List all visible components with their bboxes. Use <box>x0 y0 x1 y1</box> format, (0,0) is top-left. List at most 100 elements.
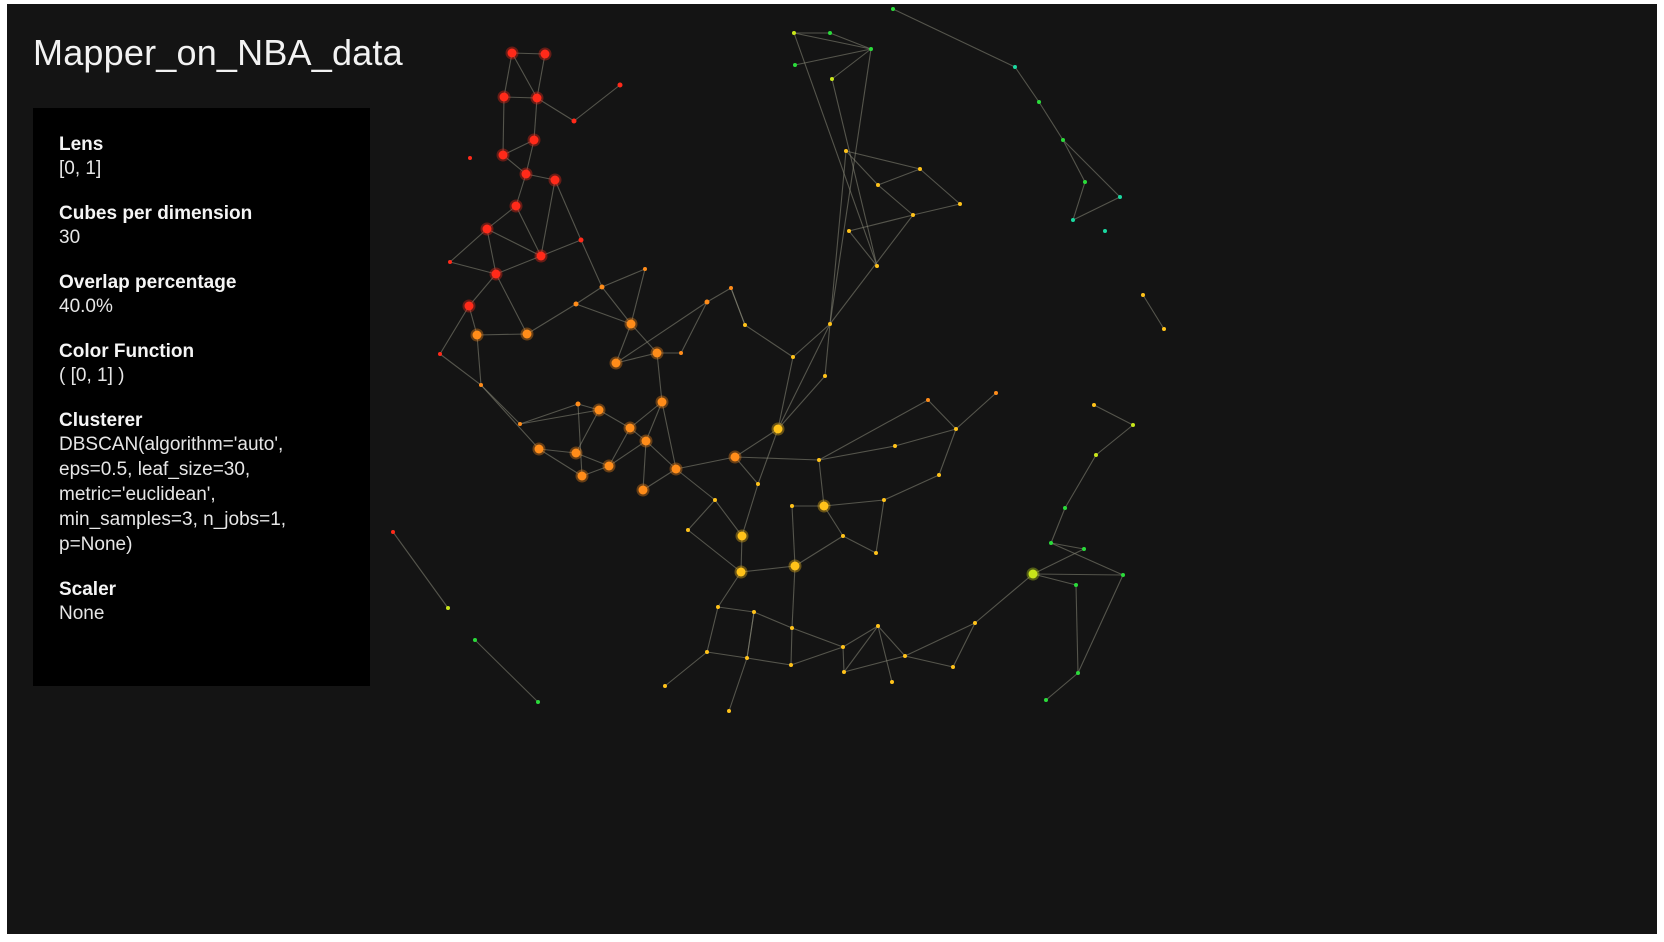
graph-node[interactable] <box>573 301 579 307</box>
graph-node[interactable] <box>1061 138 1065 142</box>
graph-node[interactable] <box>1082 547 1086 551</box>
graph-node[interactable] <box>1121 573 1125 577</box>
graph-node[interactable] <box>756 482 760 486</box>
graph-node[interactable] <box>823 374 827 378</box>
graph-node[interactable] <box>468 156 472 160</box>
graph-node[interactable] <box>789 663 793 667</box>
graph-node[interactable] <box>1063 506 1067 510</box>
graph-node[interactable] <box>548 173 562 187</box>
graph-node[interactable] <box>847 229 851 233</box>
graph-node[interactable] <box>891 7 895 11</box>
mapper-graph[interactable] <box>7 4 1657 934</box>
graph-node[interactable] <box>571 118 577 124</box>
graph-node[interactable] <box>480 222 494 236</box>
graph-node[interactable] <box>876 624 880 628</box>
graph-node[interactable] <box>716 605 720 609</box>
graph-node[interactable] <box>534 249 548 263</box>
graph-node[interactable] <box>793 63 797 67</box>
graph-node[interactable] <box>1118 195 1122 199</box>
graph-node[interactable] <box>575 401 581 407</box>
graph-node[interactable] <box>743 323 747 327</box>
graph-node[interactable] <box>911 213 915 217</box>
graph-node[interactable] <box>951 665 955 669</box>
graph-node[interactable] <box>1013 65 1017 69</box>
graph-node[interactable] <box>704 299 710 305</box>
graph-node[interactable] <box>569 446 583 460</box>
graph-node[interactable] <box>505 46 519 60</box>
graph-node[interactable] <box>727 709 731 713</box>
graph-node[interactable] <box>446 606 450 610</box>
graph-node[interactable] <box>790 504 794 508</box>
graph-node[interactable] <box>1131 423 1135 427</box>
graph-node[interactable] <box>869 47 873 51</box>
graph-node[interactable] <box>788 559 802 573</box>
graph-node[interactable] <box>1074 583 1078 587</box>
graph-node[interactable] <box>828 322 832 326</box>
graph-node[interactable] <box>1083 180 1087 184</box>
graph-node[interactable] <box>1044 698 1048 702</box>
graph-node[interactable] <box>639 434 653 448</box>
graph-node[interactable] <box>792 31 796 35</box>
graph-node[interactable] <box>713 498 717 502</box>
graph-node[interactable] <box>448 260 452 264</box>
graph-node[interactable] <box>903 654 907 658</box>
graph-node[interactable] <box>496 148 510 162</box>
graph-node[interactable] <box>1103 229 1107 233</box>
mapper-canvas[interactable]: Mapper_on_NBA_data Lens [0, 1] Cubes per… <box>7 4 1657 934</box>
graph-node[interactable] <box>599 284 605 290</box>
graph-node[interactable] <box>1026 567 1040 581</box>
graph-node[interactable] <box>527 133 541 147</box>
graph-node[interactable] <box>438 352 442 356</box>
graph-node[interactable] <box>752 610 756 614</box>
graph-node[interactable] <box>705 650 709 654</box>
graph-node[interactable] <box>790 626 794 630</box>
graph-node[interactable] <box>841 534 845 538</box>
graph-node[interactable] <box>844 149 848 153</box>
graph-node[interactable] <box>520 327 534 341</box>
graph-node[interactable] <box>624 317 638 331</box>
graph-node[interactable] <box>893 444 897 448</box>
graph-node[interactable] <box>578 237 584 243</box>
graph-node[interactable] <box>882 498 886 502</box>
graph-node[interactable] <box>655 395 669 409</box>
graph-node[interactable] <box>470 328 484 342</box>
graph-node[interactable] <box>462 299 476 313</box>
graph-node[interactable] <box>1094 453 1098 457</box>
graph-node[interactable] <box>575 469 589 483</box>
graph-node[interactable] <box>791 355 795 359</box>
graph-node[interactable] <box>479 383 483 387</box>
graph-node[interactable] <box>592 403 606 417</box>
graph-node[interactable] <box>519 167 533 181</box>
graph-node[interactable] <box>875 264 879 268</box>
graph-node[interactable] <box>745 656 749 660</box>
graph-node[interactable] <box>1076 671 1080 675</box>
graph-node[interactable] <box>918 167 922 171</box>
graph-node[interactable] <box>937 473 941 477</box>
graph-node[interactable] <box>497 90 511 104</box>
graph-node[interactable] <box>1049 541 1053 545</box>
graph-node[interactable] <box>954 427 958 431</box>
graph-node[interactable] <box>623 421 637 435</box>
graph-node[interactable] <box>617 82 623 88</box>
graph-node[interactable] <box>1071 218 1075 222</box>
graph-node[interactable] <box>926 398 930 402</box>
graph-node[interactable] <box>1162 327 1166 331</box>
graph-node[interactable] <box>890 680 894 684</box>
graph-node[interactable] <box>842 670 846 674</box>
graph-node[interactable] <box>876 183 880 187</box>
graph-node[interactable] <box>643 267 647 271</box>
graph-node[interactable] <box>1092 403 1096 407</box>
graph-node[interactable] <box>636 483 650 497</box>
graph-node[interactable] <box>817 458 821 462</box>
graph-node[interactable] <box>1037 100 1041 104</box>
graph-node[interactable] <box>735 529 749 543</box>
graph-node[interactable] <box>518 422 522 426</box>
graph-node[interactable] <box>734 565 748 579</box>
graph-node[interactable] <box>532 442 546 456</box>
graph-node[interactable] <box>391 530 395 534</box>
graph-node[interactable] <box>771 422 785 436</box>
graph-node[interactable] <box>530 91 544 105</box>
graph-node[interactable] <box>1141 293 1145 297</box>
graph-node[interactable] <box>650 346 664 360</box>
graph-node[interactable] <box>958 202 962 206</box>
